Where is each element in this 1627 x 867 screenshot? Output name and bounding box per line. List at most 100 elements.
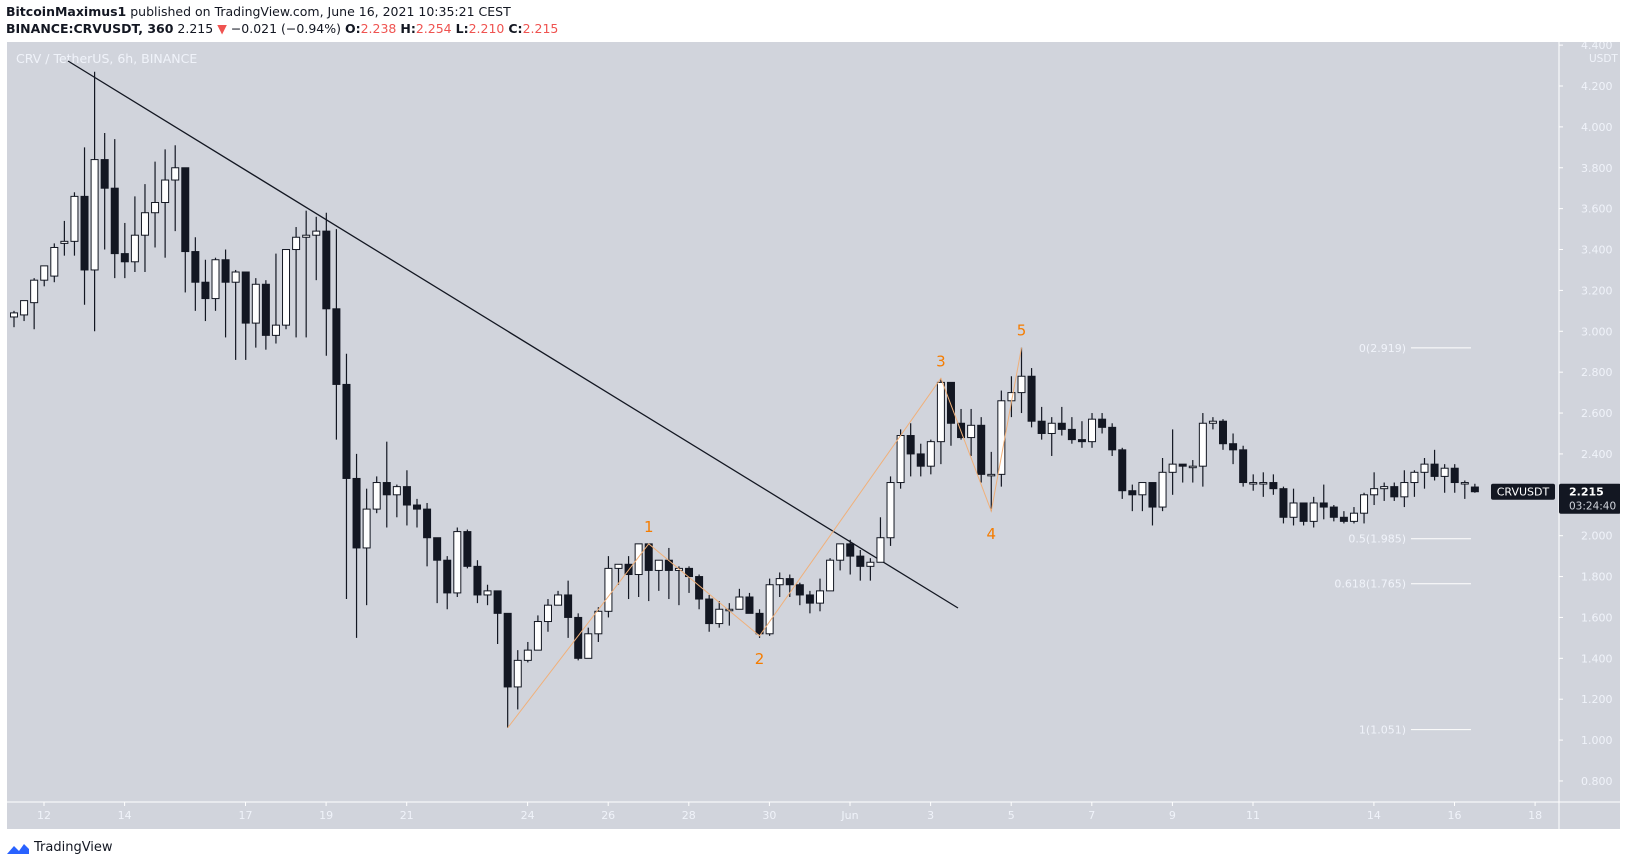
candle-body — [554, 594, 563, 606]
fibonacci-retracement[interactable]: 0(2.919) 0.5(1.985) 0.618(1.765) 1(1.051) — [1334, 342, 1471, 737]
candle — [211, 257, 220, 311]
time-tick-label: 9 — [1169, 809, 1176, 822]
candle — [231, 269, 240, 360]
candle-body — [90, 159, 99, 271]
candle-body — [463, 531, 472, 567]
candle-body — [936, 381, 945, 443]
candle — [775, 572, 784, 597]
candle-body — [1420, 463, 1429, 473]
price-tick-label: 1.000 — [1581, 734, 1613, 747]
candle — [402, 470, 411, 526]
candle — [1007, 376, 1016, 418]
price-tick-label: 3.600 — [1581, 203, 1613, 216]
candle — [584, 627, 593, 659]
wave-label-1: 1 — [644, 518, 654, 536]
wave-label-4: 4 — [987, 525, 997, 543]
price-change: −0.021 (−0.94%) — [230, 21, 341, 36]
price-tag-bg — [1559, 483, 1620, 514]
open-label: O: — [344, 21, 361, 36]
candle — [614, 563, 623, 585]
candle — [1329, 505, 1338, 522]
candle-body — [654, 559, 663, 571]
candle — [1128, 484, 1137, 512]
time-tick-label: 21 — [400, 809, 414, 822]
candle-body — [1188, 465, 1197, 469]
candle-body — [362, 508, 371, 549]
high-value: 2.254 — [415, 21, 452, 36]
candle — [312, 216, 321, 281]
candle-body — [1067, 428, 1076, 441]
candle — [1309, 496, 1318, 528]
elliott-wave-count[interactable]: 1 2 3 4 5 — [507, 322, 1027, 729]
candle — [916, 443, 925, 477]
candle-body — [1037, 420, 1046, 434]
candle-body — [987, 473, 996, 477]
candle-body — [886, 482, 895, 539]
candle-body — [765, 584, 774, 635]
candle-body — [342, 383, 351, 479]
candle — [735, 588, 744, 610]
candle — [1239, 445, 1248, 487]
candle-body — [634, 543, 643, 576]
price-tick-label: 1.400 — [1581, 652, 1613, 665]
candle — [1349, 507, 1358, 524]
candle-body — [332, 308, 341, 385]
candle — [654, 559, 663, 591]
candle — [423, 502, 432, 567]
candle — [80, 147, 89, 305]
price-axis[interactable]: 4.400 4.200 4.000 3.800 3.600 3.400 3.200 3.000… — [1558, 42, 1618, 829]
candle — [1390, 482, 1399, 501]
candle-body — [574, 616, 583, 659]
candle-body — [181, 167, 190, 253]
candle-body — [1128, 490, 1137, 496]
price-tick-label: 3.400 — [1581, 244, 1613, 257]
candle — [1158, 458, 1167, 512]
candle-body — [977, 424, 986, 475]
candle — [503, 612, 512, 728]
candle — [977, 417, 986, 483]
candle — [171, 145, 180, 232]
candle — [1047, 417, 1056, 456]
candle-body — [40, 265, 49, 281]
author-name[interactable]: BitcoinMaximus1 — [6, 4, 127, 19]
candle — [282, 249, 291, 330]
candle-body — [110, 187, 119, 255]
candle — [1148, 482, 1157, 526]
candle — [765, 578, 774, 636]
candle — [483, 584, 492, 606]
candle-body — [1088, 418, 1097, 443]
wave-label-3: 3 — [936, 352, 946, 370]
candle — [1249, 474, 1258, 491]
candle — [1410, 470, 1419, 497]
candle — [130, 196, 139, 273]
descending-trendline[interactable] — [67, 60, 959, 609]
tradingview-logo[interactable]: TradingView — [6, 840, 113, 855]
candle-body — [705, 598, 714, 625]
wave-path[interactable] — [507, 347, 1022, 729]
candle-body — [1329, 506, 1338, 518]
candle — [1400, 470, 1409, 508]
time-axis[interactable]: 12 14 17 19 21 24 26 28 30 Jun 3 5 7 9 11 14 16 18 — [7, 801, 1620, 822]
candle-body — [523, 649, 532, 661]
candle-body — [50, 246, 59, 277]
candle-body — [392, 486, 401, 496]
candle — [1299, 502, 1308, 526]
candle — [70, 192, 79, 256]
candle-body — [594, 610, 603, 635]
candle — [1088, 413, 1097, 448]
candle-body — [282, 249, 291, 326]
candle — [1077, 421, 1086, 448]
trendline[interactable] — [67, 60, 959, 609]
candle-body — [413, 504, 421, 510]
candle-body — [604, 567, 613, 612]
candle-body — [1259, 482, 1268, 485]
candle-body — [382, 482, 391, 496]
candle-body — [1309, 502, 1318, 522]
time-tick-label: Jun — [840, 809, 858, 822]
candle — [705, 594, 714, 632]
candle-body — [1339, 516, 1348, 522]
candle-body — [251, 283, 260, 324]
candle-body — [1319, 502, 1328, 508]
